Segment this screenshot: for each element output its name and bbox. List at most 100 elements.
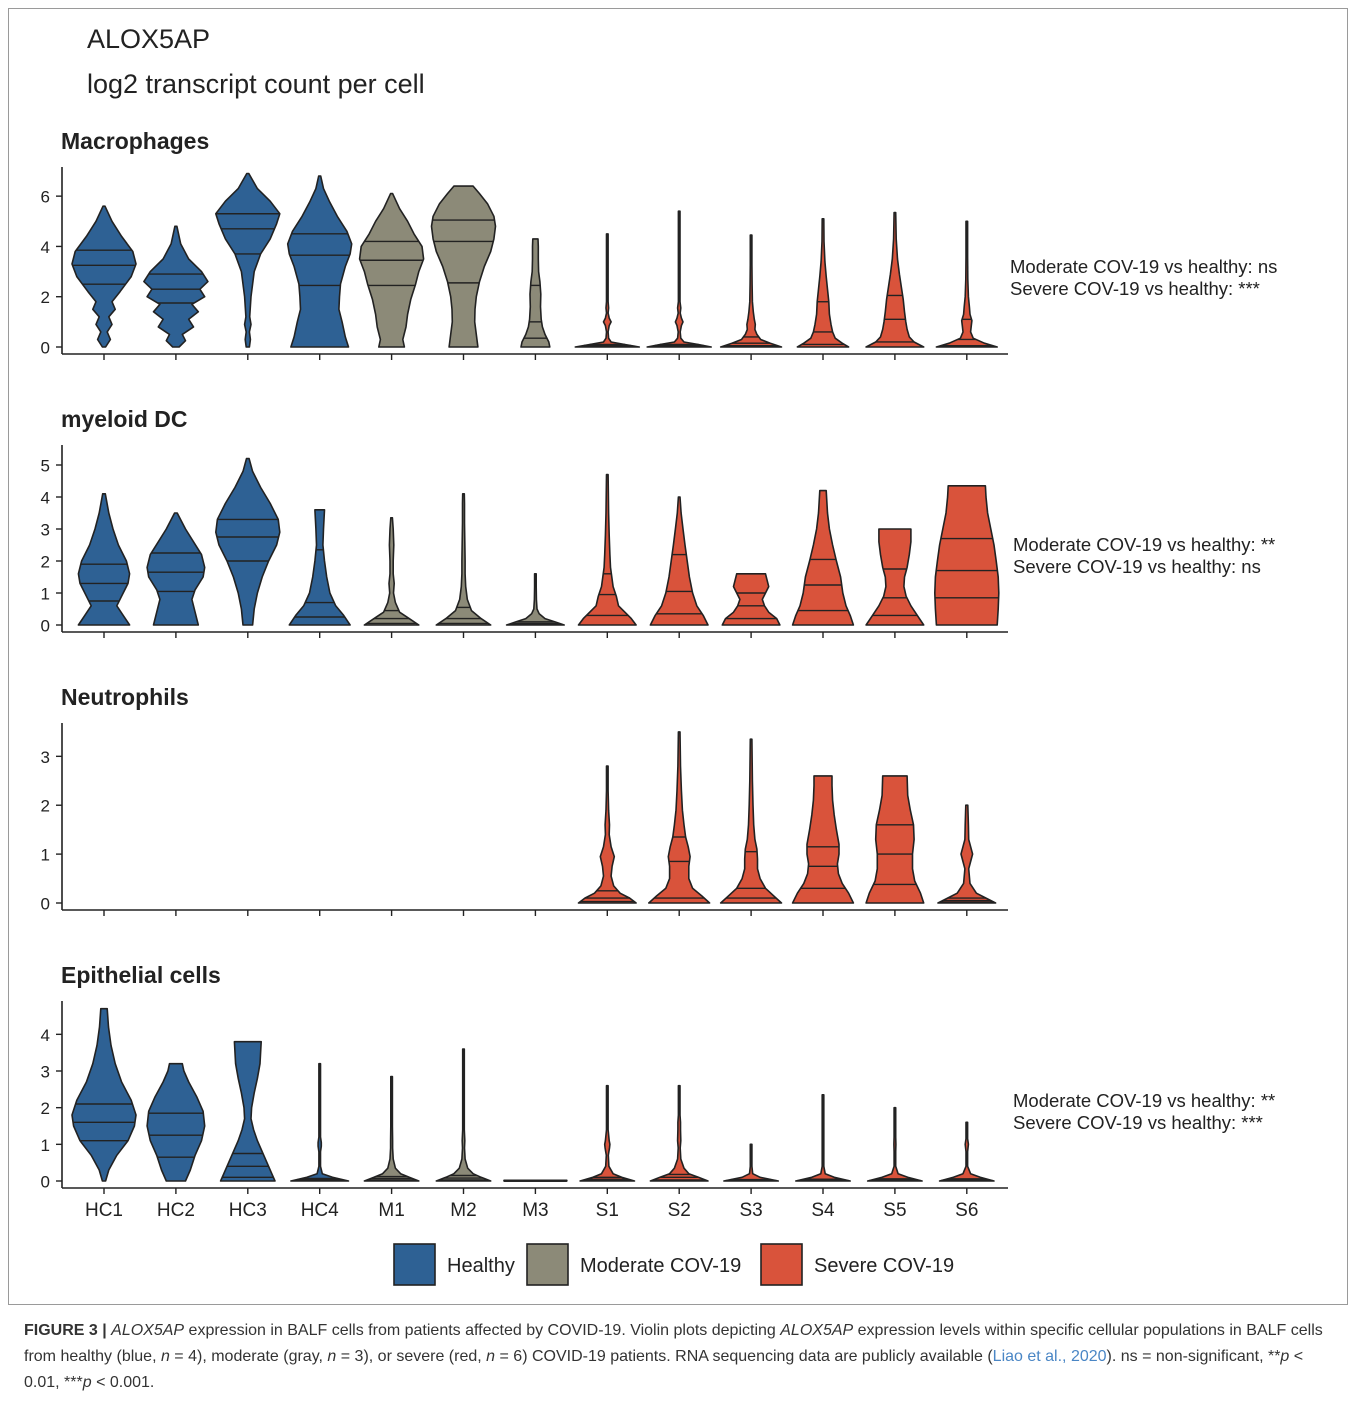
violin-HC1 xyxy=(71,1007,137,1182)
chart-title: ALOX5AP xyxy=(87,24,210,54)
x-tick-label: HC2 xyxy=(157,1200,195,1221)
x-tick-label: S6 xyxy=(955,1200,978,1221)
violin-HC1 xyxy=(77,493,131,626)
violin-M1 xyxy=(363,1075,420,1182)
y-tick-label: 1 xyxy=(41,585,50,604)
violin-S3 xyxy=(723,1143,780,1182)
legend-label: Moderate COV-19 xyxy=(580,1255,741,1277)
violin-S6 xyxy=(938,1121,995,1182)
panel-title: Neutrophils xyxy=(61,684,189,710)
x-tick-label: HC1 xyxy=(85,1200,123,1221)
citation-link[interactable]: Liao et al., 2020 xyxy=(992,1348,1107,1365)
violin-M1 xyxy=(358,192,425,348)
y-tick-label: 5 xyxy=(41,457,50,476)
chart-subtitle: log2 transcript count per cell xyxy=(87,69,425,99)
caption-text: expression in BALF cells from patients a… xyxy=(184,1322,781,1339)
y-tick-label: 0 xyxy=(41,339,50,358)
violin-S5 xyxy=(865,775,925,904)
caption-label: FIGURE 3 | xyxy=(24,1322,112,1339)
violin-chart: ALOX5AP log2 transcript count per cell Mac… xyxy=(41,24,1277,1286)
caption-text: ALOX5AP xyxy=(780,1322,854,1339)
caption-text: p xyxy=(82,1374,92,1391)
violin-S1 xyxy=(579,1084,636,1182)
y-tick-label: 3 xyxy=(41,1063,50,1082)
violin-S2 xyxy=(648,731,711,904)
violin-S6 xyxy=(935,220,998,348)
violin-M3 xyxy=(520,238,551,348)
y-tick-label: 2 xyxy=(41,1099,50,1118)
y-tick-label: 3 xyxy=(41,748,50,767)
stat-annotation: Severe COV-19 vs healthy: ns xyxy=(1013,556,1261,577)
stat-annotation: Moderate COV-19 vs healthy: ** xyxy=(1013,1090,1275,1111)
violin-M3 xyxy=(505,573,565,626)
violin-HC4 xyxy=(288,509,351,626)
figure-caption: FIGURE 3 | ALOX5AP expression in BALF ce… xyxy=(24,1318,1324,1396)
caption-text: < 0.01, *** xyxy=(24,1348,1304,1391)
caption-text: n xyxy=(160,1348,170,1365)
caption-text: = 4), moderate (gray, xyxy=(169,1348,328,1365)
violin-S5 xyxy=(866,1106,923,1182)
violin-S1 xyxy=(574,233,641,348)
y-tick-label: 1 xyxy=(41,846,50,865)
violin-S4 xyxy=(791,489,855,626)
violin-M2 xyxy=(430,185,497,348)
stat-annotation: Severe COV-19 vs healthy: *** xyxy=(1010,278,1260,299)
violin-HC3 xyxy=(219,1040,276,1182)
panel-title: Epithelial cells xyxy=(61,962,221,988)
y-tick-label: 4 xyxy=(41,1026,50,1045)
caption-text: = 3), or severe (red, xyxy=(336,1348,487,1365)
violin-HC4 xyxy=(290,1062,350,1182)
x-tick-label: HC4 xyxy=(301,1200,339,1221)
violin-S2 xyxy=(649,1084,709,1182)
caption-text: n xyxy=(486,1348,496,1365)
stat-annotation: Moderate COV-19 vs healthy: ns xyxy=(1010,256,1277,277)
violin-S4 xyxy=(795,1094,851,1182)
violin-S5 xyxy=(865,211,925,348)
x-tick-label: S4 xyxy=(811,1200,835,1221)
x-tick-label: S2 xyxy=(668,1200,691,1221)
violin-HC2 xyxy=(143,225,209,348)
violin-HC2 xyxy=(146,512,206,626)
caption-text: p xyxy=(1280,1348,1290,1365)
caption-text: = 6) COVID-19 patients. RNA sequencing d… xyxy=(495,1348,993,1365)
violin-S5 xyxy=(865,528,925,626)
legend-swatch xyxy=(393,1243,436,1286)
x-tick-label: M2 xyxy=(450,1200,476,1221)
violin-HC3 xyxy=(215,457,281,626)
x-tick-label: HC3 xyxy=(229,1200,267,1221)
stat-annotation: Moderate COV-19 vs healthy: ** xyxy=(1013,534,1275,555)
violin-S3 xyxy=(719,738,783,904)
x-tick-label: S5 xyxy=(883,1200,906,1221)
violin-HC1 xyxy=(71,205,137,348)
legend-label: Severe COV-19 xyxy=(814,1255,954,1277)
violin-S1 xyxy=(577,473,637,626)
caption-text: ALOX5AP xyxy=(111,1322,185,1339)
y-tick-label: 0 xyxy=(41,895,50,914)
y-tick-label: 2 xyxy=(41,553,50,572)
y-tick-label: 2 xyxy=(41,797,50,816)
y-tick-label: 4 xyxy=(41,238,50,257)
violin-HC3 xyxy=(215,172,281,348)
violin-HC2 xyxy=(146,1062,206,1182)
y-tick-label: 0 xyxy=(41,617,50,636)
y-tick-label: 4 xyxy=(41,489,50,508)
legend-swatch xyxy=(526,1243,569,1286)
violin-S4 xyxy=(796,218,850,348)
violin-M1 xyxy=(363,517,420,626)
panel-title: Macrophages xyxy=(61,128,209,154)
violin-S4 xyxy=(791,775,855,904)
legend-swatch xyxy=(760,1243,803,1286)
caption-text: n xyxy=(327,1348,337,1365)
y-tick-label: 0 xyxy=(41,1173,50,1192)
figure-frame: ALOX5AP log2 transcript count per cell Mac… xyxy=(8,8,1348,1305)
y-tick-label: 2 xyxy=(41,288,50,307)
x-tick-label: S3 xyxy=(739,1200,762,1221)
legend-label: Healthy xyxy=(447,1255,515,1277)
caption-text: expression levels within specific cellul… xyxy=(24,1322,1323,1365)
violin-S3 xyxy=(719,234,783,348)
violin-M2 xyxy=(435,493,492,626)
y-tick-label: 1 xyxy=(41,1136,50,1155)
panel-title: myeloid DC xyxy=(61,406,188,432)
y-tick-label: 3 xyxy=(41,521,50,540)
caption-text: < 0.001. xyxy=(91,1374,155,1391)
